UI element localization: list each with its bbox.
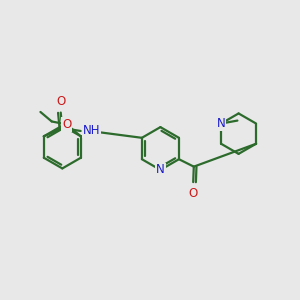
Text: O: O [56,95,65,108]
Text: NH: NH [83,124,100,137]
Text: O: O [189,187,198,200]
Text: O: O [62,118,71,131]
Text: N: N [156,164,165,176]
Text: N: N [217,117,225,130]
